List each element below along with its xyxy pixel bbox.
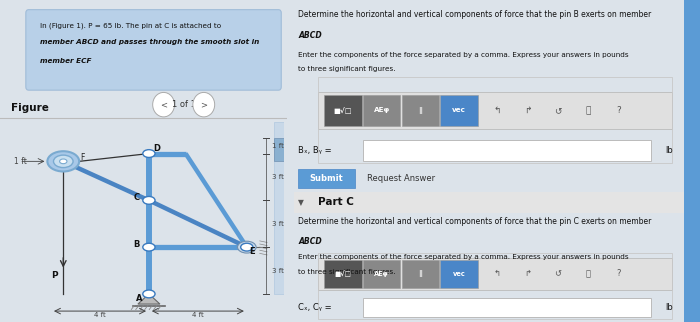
- Circle shape: [48, 151, 79, 172]
- Text: lb: lb: [666, 146, 673, 155]
- FancyBboxPatch shape: [274, 122, 284, 294]
- Text: Submit: Submit: [309, 174, 344, 183]
- Circle shape: [153, 92, 174, 117]
- Text: Enter the components of the force separated by a comma. Express your answers in : Enter the components of the force separa…: [298, 254, 629, 260]
- Circle shape: [241, 243, 253, 251]
- FancyBboxPatch shape: [402, 260, 439, 288]
- Text: 4 ft: 4 ft: [94, 312, 106, 317]
- Text: D: D: [153, 144, 160, 153]
- Text: ABCD: ABCD: [298, 31, 322, 40]
- FancyBboxPatch shape: [298, 169, 355, 188]
- FancyBboxPatch shape: [363, 140, 651, 161]
- Text: AEφ: AEφ: [374, 271, 389, 277]
- Text: C: C: [134, 193, 140, 202]
- Text: >: >: [200, 100, 207, 109]
- Text: to three significant figures.: to three significant figures.: [298, 66, 395, 72]
- Text: Part C: Part C: [318, 197, 354, 207]
- Circle shape: [143, 243, 155, 251]
- Text: ||: ||: [418, 270, 423, 277]
- Text: ⎙: ⎙: [586, 106, 591, 115]
- Text: member ABCD and passes through the smooth slot in: member ABCD and passes through the smoot…: [40, 39, 260, 45]
- Text: A: A: [136, 294, 142, 303]
- Text: 1 ft: 1 ft: [14, 157, 27, 166]
- Circle shape: [143, 290, 155, 298]
- Text: 3 ft: 3 ft: [272, 268, 284, 273]
- Text: Determine the horizontal and vertical components of force that the pin C exerts : Determine the horizontal and vertical co…: [298, 217, 652, 226]
- FancyBboxPatch shape: [324, 95, 362, 126]
- Text: E: E: [250, 247, 255, 256]
- Text: Cₓ, Cᵧ =: Cₓ, Cᵧ =: [298, 303, 332, 312]
- Text: ||: ||: [418, 107, 423, 114]
- Text: 1 ft: 1 ft: [272, 143, 284, 149]
- Text: member ECF: member ECF: [40, 58, 92, 64]
- Text: Determine the horizontal and vertical components of force that the pin B exerts : Determine the horizontal and vertical co…: [298, 10, 651, 19]
- FancyBboxPatch shape: [363, 298, 651, 317]
- FancyBboxPatch shape: [440, 95, 477, 126]
- Text: ?: ?: [617, 269, 621, 278]
- Text: ■√□: ■√□: [335, 270, 351, 277]
- Text: lb: lb: [666, 303, 673, 312]
- Text: vec: vec: [452, 271, 466, 277]
- Text: ↰: ↰: [494, 269, 500, 278]
- Text: ↺: ↺: [554, 269, 561, 278]
- Text: 1 of 1: 1 of 1: [172, 100, 195, 109]
- Text: ▼: ▼: [298, 198, 304, 207]
- Text: vec: vec: [452, 108, 466, 113]
- Text: ABCD: ABCD: [298, 237, 322, 246]
- FancyBboxPatch shape: [318, 92, 671, 129]
- Text: 3 ft: 3 ft: [272, 221, 284, 227]
- Circle shape: [143, 150, 155, 157]
- Circle shape: [60, 159, 67, 164]
- Text: F: F: [80, 153, 85, 162]
- FancyBboxPatch shape: [363, 260, 400, 288]
- Text: ↰: ↰: [494, 106, 500, 115]
- Text: ↱: ↱: [524, 106, 531, 115]
- Circle shape: [193, 92, 215, 117]
- Circle shape: [143, 196, 155, 204]
- Circle shape: [237, 241, 256, 253]
- FancyBboxPatch shape: [318, 258, 671, 290]
- Text: In (Figure 1). P = 65 lb. The pin at C is attached to: In (Figure 1). P = 65 lb. The pin at C i…: [40, 23, 221, 29]
- Text: Enter the components of the force separated by a comma. Express your answers in : Enter the components of the force separa…: [298, 52, 629, 58]
- FancyBboxPatch shape: [26, 10, 281, 90]
- Text: Request Answer: Request Answer: [367, 174, 435, 183]
- FancyBboxPatch shape: [684, 0, 700, 322]
- Polygon shape: [138, 294, 160, 304]
- Text: to three significant figures.: to three significant figures.: [298, 269, 395, 275]
- Text: Bₓ, Bᵧ =: Bₓ, Bᵧ =: [298, 146, 332, 155]
- FancyBboxPatch shape: [294, 192, 684, 213]
- Text: ↺: ↺: [554, 106, 561, 115]
- Text: ■√□: ■√□: [334, 107, 352, 114]
- Text: ⎙: ⎙: [586, 269, 591, 278]
- Text: 4 ft: 4 ft: [192, 312, 204, 317]
- Text: Figure: Figure: [11, 103, 50, 113]
- FancyBboxPatch shape: [440, 260, 477, 288]
- FancyBboxPatch shape: [324, 260, 362, 288]
- FancyBboxPatch shape: [274, 138, 284, 161]
- Text: B: B: [134, 240, 140, 249]
- Text: ↱: ↱: [524, 269, 531, 278]
- Text: P: P: [51, 271, 57, 280]
- Text: AEφ: AEφ: [374, 108, 390, 113]
- FancyBboxPatch shape: [363, 95, 400, 126]
- Text: 3 ft: 3 ft: [272, 174, 284, 180]
- Circle shape: [53, 155, 73, 167]
- Text: ?: ?: [617, 106, 621, 115]
- Text: <: <: [160, 100, 167, 109]
- FancyBboxPatch shape: [402, 95, 439, 126]
